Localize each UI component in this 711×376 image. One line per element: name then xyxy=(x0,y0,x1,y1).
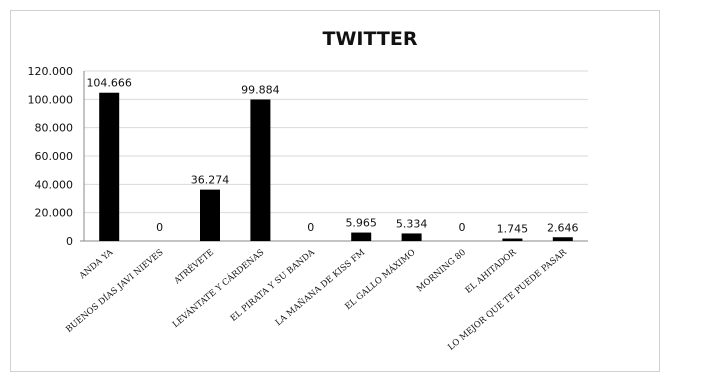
y-tick-label: 60.000 xyxy=(35,150,74,163)
bar xyxy=(401,233,422,241)
data-label: 5.965 xyxy=(345,217,377,230)
y-tick-label: 100.000 xyxy=(28,93,74,106)
x-tick-label: LA MAÑANA DE KISS FM xyxy=(273,246,368,328)
data-label: 5.334 xyxy=(396,217,428,230)
bar xyxy=(351,232,372,241)
data-label: 1.745 xyxy=(497,223,529,236)
bar xyxy=(552,237,573,241)
y-tick-label: 80.000 xyxy=(35,122,74,135)
x-tick-label: ANDA YA xyxy=(77,247,116,282)
x-tick-label: EL AHITADOR xyxy=(464,247,519,296)
x-tick-label: BUENOS DÍAS JAVI NIEVES xyxy=(63,246,166,335)
bar xyxy=(99,92,120,241)
data-label: 0 xyxy=(307,221,314,234)
x-tick-label: LEVÁNTATE Y CÁRDENAS xyxy=(170,246,267,330)
data-label: 104.666 xyxy=(86,77,132,90)
bar xyxy=(200,189,220,241)
x-tick-label: ATRÉVETE xyxy=(171,246,216,287)
data-label: 99.884 xyxy=(241,83,280,96)
x-tick-label: MORNING 80 xyxy=(415,248,468,295)
data-label: 36.274 xyxy=(191,174,230,187)
bar xyxy=(502,238,523,241)
bar xyxy=(250,99,271,241)
data-label: 0 xyxy=(156,221,163,234)
data-label: 2.646 xyxy=(547,221,579,234)
y-tick-label: 20.000 xyxy=(35,207,74,220)
x-tick-label: EL PIRATA Y SU BANDA xyxy=(229,247,318,324)
data-label: 0 xyxy=(459,221,466,234)
chart-title: TWITTER xyxy=(322,28,418,50)
y-tick-label: 120.000 xyxy=(28,65,74,78)
y-tick-label: 0 xyxy=(66,235,73,248)
y-tick-label: 40.000 xyxy=(35,178,74,191)
